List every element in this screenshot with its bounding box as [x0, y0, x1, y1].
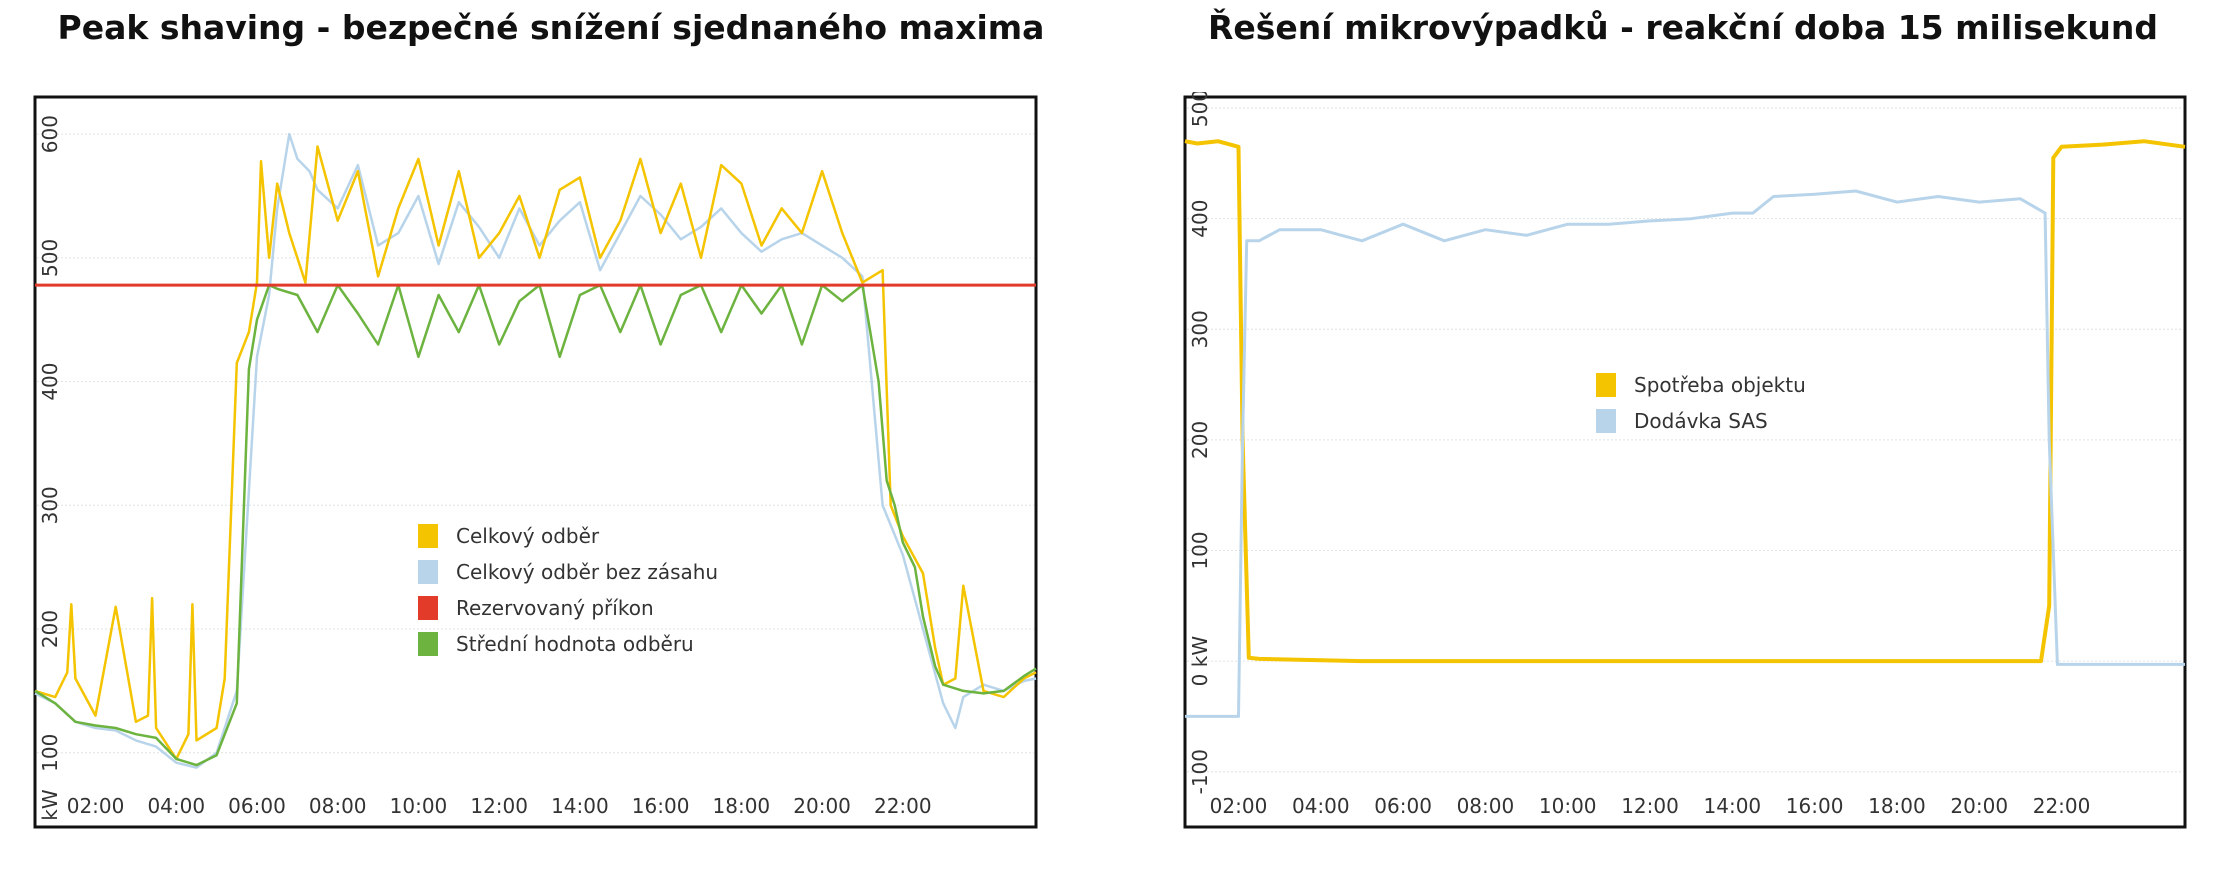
c1-y-tick-label: 100 — [38, 734, 62, 772]
c1-y-tick-label: 500 — [38, 239, 62, 277]
c1-x-tick-label: 08:00 — [309, 794, 367, 818]
c1-legend-swatch — [418, 560, 438, 584]
c1-y-tick-label: 600 — [38, 115, 62, 153]
c2-series-spot-eba-objektu — [1184, 139, 2186, 664]
c1-plot-frame — [33, 95, 1038, 829]
c1-x-tick-label: 18:00 — [713, 794, 771, 818]
c2-x-tick-label: 22:00 — [2033, 794, 2091, 818]
c2-y-tick-label: 500 — [1188, 92, 1212, 127]
c2-x-tick-label: 14:00 — [1704, 794, 1762, 818]
c1-legend-swatch — [418, 524, 438, 548]
c2-legend-swatch — [1596, 373, 1616, 397]
c2-y-tick-label: 300 — [1188, 310, 1212, 348]
c2-x-tick-label: 02:00 — [1210, 794, 1268, 818]
c1-y-tick-label: 400 — [38, 362, 62, 400]
c1-x-tick-label: 20:00 — [793, 794, 851, 818]
c1-y-tick-label: 300 — [38, 486, 62, 524]
c1-legend-label: Celkový odběr bez zásahu — [456, 560, 718, 584]
micro-outage-chart: -100 0 kW 100 200 300 400 500 02:00 04:00 06:00 08… — [1183, 92, 2187, 829]
c1-legend-label: Střední hodnota odběru — [456, 632, 694, 656]
c1-x-tick-label: 16:00 — [632, 794, 690, 818]
c1-legend-swatch — [418, 596, 438, 620]
c1-x-tick-label: 14:00 — [551, 794, 609, 818]
c2-x-tick-label: 18:00 — [1868, 794, 1926, 818]
peak-shaving-chart: 100 200 300 400 500 600 kW 02:00 04:00 06:00 08:00… — [33, 95, 1038, 829]
c2-y-tick-label: 100 — [1188, 531, 1212, 569]
c1-x-tick-label: 06:00 — [228, 794, 286, 818]
c1-x-tick-label: 10:00 — [390, 794, 448, 818]
c1-x-tick-label: 04:00 — [147, 794, 205, 818]
c2-x-tick-label: 10:00 — [1539, 794, 1597, 818]
c2-y-tick-label: -100 — [1188, 749, 1212, 794]
c2-x-tick-label: 06:00 — [1374, 794, 1432, 818]
c2-legend-label: Spotřeba objektu — [1634, 373, 1806, 397]
c1-series-st-edn-hodnota-odb-ru — [34, 283, 1037, 767]
c1-y-tick-label: 200 — [38, 610, 62, 648]
c1-y-unit-label: kW — [38, 789, 62, 821]
c1-series-celkov-odb-r — [34, 145, 1037, 761]
c2-legend-label: Dodávka SAS — [1634, 409, 1768, 433]
c2-y-tick-label: 400 — [1188, 200, 1212, 238]
c1-x-tick-label: 12:00 — [470, 794, 528, 818]
c1-legend-label: Celkový odběr — [456, 524, 600, 548]
c2-y-tick-label: 200 — [1188, 421, 1212, 459]
c2-x-tick-label: 08:00 — [1457, 794, 1515, 818]
c2-y-tick-label: 0 kW — [1188, 636, 1212, 687]
c2-x-tick-label: 16:00 — [1786, 794, 1844, 818]
c1-legend-swatch — [418, 632, 438, 656]
c2-x-tick-label: 04:00 — [1292, 794, 1350, 818]
c1-x-tick-label: 02:00 — [67, 794, 125, 818]
chart1-title: Peak shaving - bezpečné snížení sjednané… — [57, 8, 1045, 47]
c1-x-tick-label: 22:00 — [874, 794, 932, 818]
chart2-title: Řešení mikrovýpadků - reakční doba 15 mi… — [1207, 8, 2159, 47]
c2-legend-swatch — [1596, 409, 1616, 433]
c2-series-dod-vka-sas — [1185, 189, 2185, 718]
c1-legend-label: Rezervovaný příkon — [456, 596, 654, 620]
c2-x-tick-label: 12:00 — [1621, 794, 1679, 818]
c2-x-tick-label: 20:00 — [1950, 794, 2008, 818]
